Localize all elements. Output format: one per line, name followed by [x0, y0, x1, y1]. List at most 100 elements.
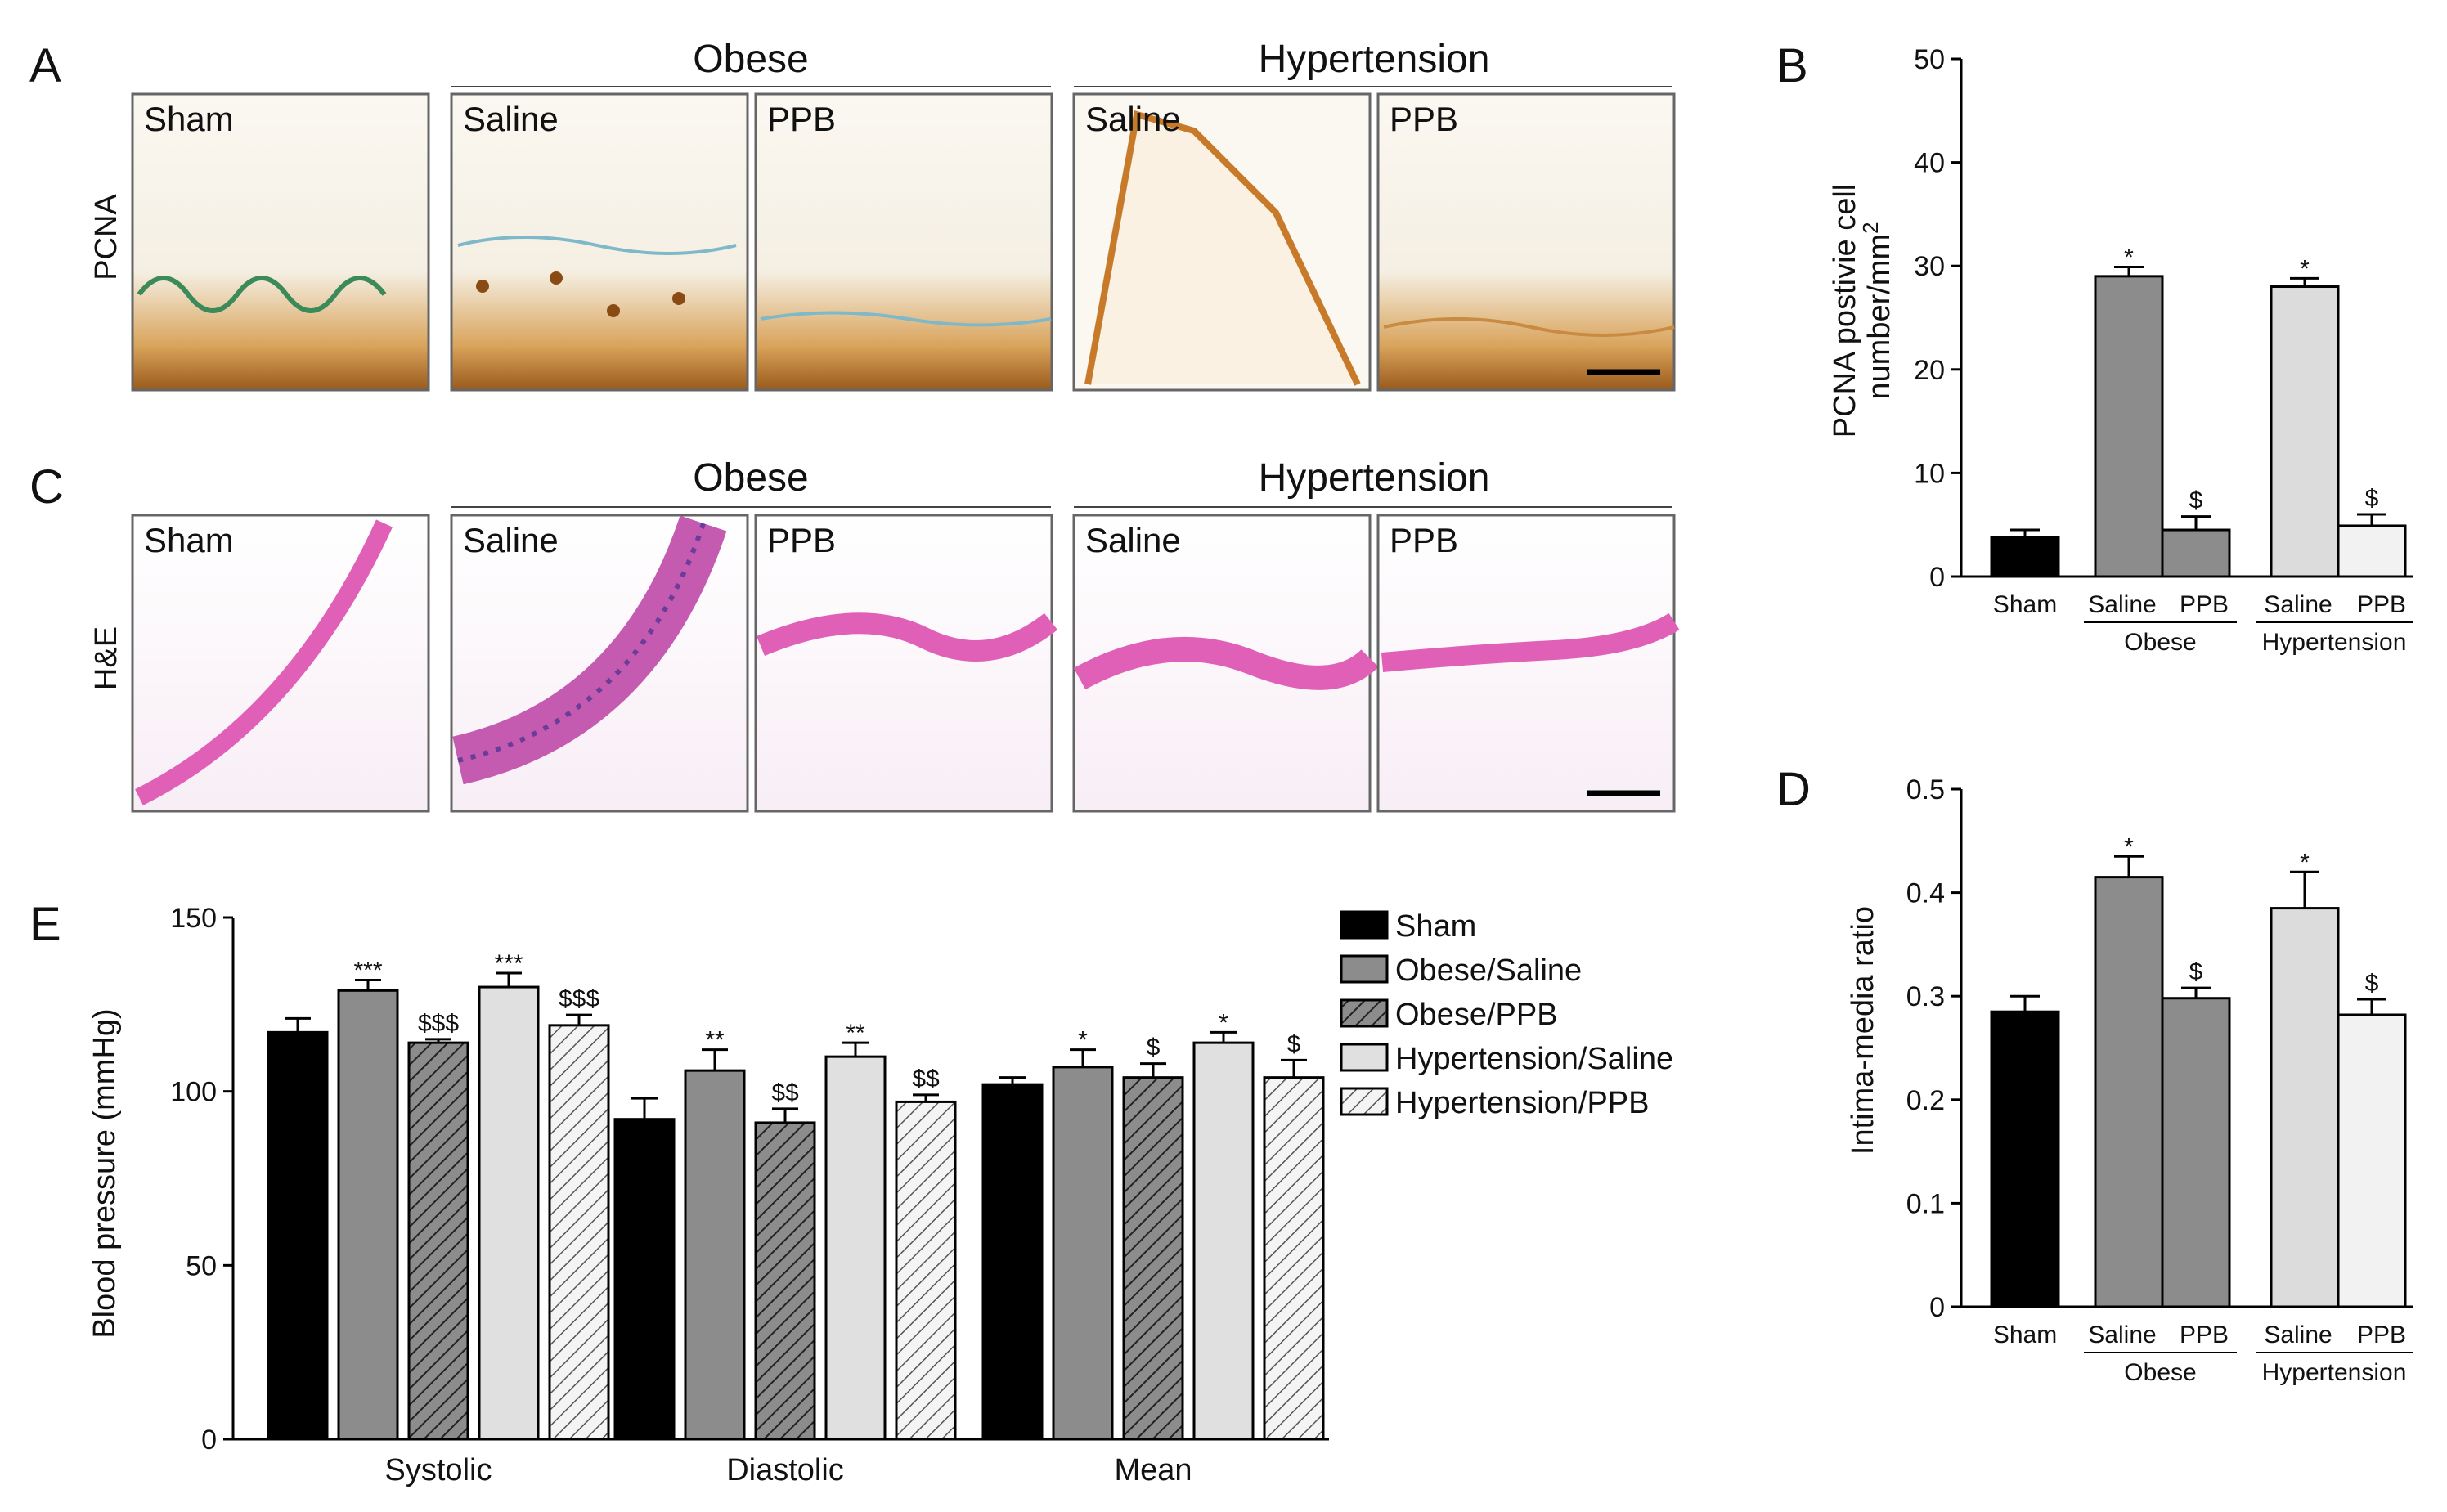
chart-b-ylabel-sup: 2 [1858, 222, 1883, 233]
chart-b-ylabel-line2: number/mm [1862, 234, 1897, 400]
legend-label: Hypertension/PPB [1395, 1086, 1650, 1120]
chart-b-ytick-label: 10 [1914, 458, 1945, 489]
legend-label: Obese/PPB [1395, 998, 1558, 1032]
image-label-ppb-c2: PPB [1390, 521, 1458, 559]
he-image-hypertension-saline: Saline [1072, 514, 1379, 813]
chart-d-annotation: * [2124, 833, 2134, 860]
chart-d-category-label: Sham [1993, 1321, 2057, 1348]
chart-d-ytick-label: 0.2 [1906, 1085, 1945, 1116]
chart-e-annotation: $$ [771, 1079, 799, 1106]
chart-b-category-label: Saline [2088, 591, 2156, 618]
chart-e-annotation: $ [1287, 1030, 1301, 1057]
chart-d-bar [2094, 876, 2164, 1308]
chart-d-bar [2337, 1013, 2407, 1308]
chart-d-ytick-label: 0.1 [1906, 1188, 1945, 1219]
pcna-image-hypertension-ppb: PPB [1376, 92, 1676, 392]
chart-b-category-label: PPB [2180, 591, 2229, 618]
he-image-hypertension-ppb: PPB [1376, 514, 1680, 813]
chart-d-bar [1990, 1010, 2060, 1308]
chart-d-category-label: Saline [2264, 1321, 2332, 1348]
legend-label: Obese/Saline [1395, 953, 1582, 988]
he-image-obese-ppb: PPB [754, 514, 1058, 813]
chart-e-bar [824, 1055, 887, 1441]
image-label-sham-a: Sham [144, 100, 234, 138]
legend-label: Hypertension/Saline [1395, 1042, 1673, 1076]
chart-e-ylabel: Blood pressure (mmHg) [88, 1008, 122, 1338]
chart-e-annotation: $$$ [559, 985, 599, 1012]
chart-e-annotation: $$ [912, 1066, 940, 1092]
group-title-hypertension-c: Hypertension [1259, 456, 1490, 500]
pcna-image-hypertension-saline: Saline [1072, 92, 1372, 392]
chart-b-category-label: Saline [2264, 591, 2332, 618]
panel-letter-b: B [1776, 39, 1808, 92]
chart-d-ytick-label: 0.5 [1906, 774, 1945, 805]
group-title-obese-c: Obese [693, 456, 808, 500]
chart-b-annotation: $ [2365, 485, 2379, 512]
chart-e-category-label: Mean [1114, 1453, 1192, 1487]
chart-e-annotation: *** [353, 958, 382, 985]
image-label-saline-c2: Saline [1085, 521, 1181, 559]
chart-e-annotation: $$$ [418, 1010, 459, 1037]
chart-d-group-label: Hypertension [2262, 1359, 2407, 1386]
image-label-ppb-a2: PPB [1390, 100, 1458, 138]
chart-e-annotation: ** [705, 1027, 725, 1054]
image-label-saline-a2: Saline [1085, 100, 1181, 138]
image-label-saline-a1: Saline [463, 100, 559, 138]
image-label-ppb-c1: PPB [767, 521, 836, 559]
chart-b-category-label: PPB [2357, 591, 2406, 618]
chart-e-annotation: *** [494, 950, 523, 977]
chart-d-ytick-label: 0.3 [1906, 981, 1945, 1012]
chart-e-ytick-label: 50 [186, 1250, 217, 1281]
chart-e-ytick-label: 150 [170, 903, 217, 934]
panel-letter-e: E [29, 898, 61, 951]
pcna-image-obese-saline: Saline [450, 92, 749, 392]
chart-b-category-label: Sham [1993, 591, 2057, 618]
chart-d-annotation: $ [2365, 970, 2379, 997]
image-label-ppb-a1: PPB [767, 100, 836, 138]
chart-b-ylabel-line1: PCNA postivie cell [1828, 184, 1862, 437]
chart-b-ytick-label: 0 [1929, 562, 1945, 593]
chart-b-bar [2337, 524, 2407, 578]
chart-e-annotation: ** [846, 1020, 865, 1047]
chart-d-ytick-label: 0 [1929, 1292, 1945, 1323]
chart-e-bar [981, 1083, 1044, 1441]
chart-d-category-label: PPB [2357, 1321, 2406, 1348]
chart-d-category-label: Saline [2088, 1321, 2156, 1348]
chart-e-annotation: $ [1147, 1034, 1161, 1061]
panel-letter-d: D [1776, 763, 1811, 816]
chart-e-bar [1192, 1041, 1255, 1441]
chart-b-ytick-label: 20 [1914, 355, 1945, 386]
chart-b-ytick-label: 50 [1914, 44, 1945, 75]
chart-e-category-label: Systolic [385, 1453, 492, 1487]
chart-e-category-label: Diastolic [726, 1453, 844, 1487]
chart-b-bar [2161, 528, 2231, 578]
pcna-image-sham: Sham [131, 92, 430, 392]
chart-e-bar [407, 1041, 469, 1441]
chart-d-category-label: PPB [2180, 1321, 2229, 1348]
chart-b-group-label: Obese [2124, 629, 2196, 656]
chart-e-bar [478, 985, 540, 1441]
svg-text:number/mm2: number/mm2 [1858, 222, 1897, 399]
chart-d-group-label: Obese [2124, 1359, 2196, 1386]
chart-b-bar [2094, 275, 2164, 578]
chart-d-ylabel: Intima-media ratio [1846, 906, 1880, 1155]
chart-e-bar [1122, 1076, 1184, 1441]
pcna-image-obese-ppb: PPB [754, 92, 1053, 392]
chart-e-bar [548, 1024, 610, 1441]
chart-e-bar [684, 1069, 746, 1441]
chart-e-annotation: * [1078, 1027, 1088, 1054]
chart-b-ytick-label: 40 [1914, 148, 1945, 179]
panel-letter-c: C [29, 460, 64, 514]
chart-b-axis-title: PCNA postivie cell number/mm2 [1828, 184, 1897, 437]
chart-d-bar [2270, 907, 2340, 1308]
chart-e-annotation: * [1219, 1009, 1228, 1036]
image-label-sham-c: Sham [144, 521, 234, 559]
legend-swatch [1340, 1087, 1389, 1116]
chart-e-bar [1263, 1076, 1325, 1441]
chart-e-bar [613, 1118, 676, 1441]
chart-d-intima-media: Intima-media ratio 0 0.1 0.2 0.3 0.4 0.5 Sham *… [1846, 774, 2413, 1386]
row-label-he: H&E [89, 626, 123, 690]
legend-swatch [1340, 1043, 1389, 1072]
legend-label: Sham [1395, 909, 1476, 944]
chart-b-pcna: PCNA postivie cell number/mm2 0 10 20 30 40 5… [1828, 44, 2413, 656]
